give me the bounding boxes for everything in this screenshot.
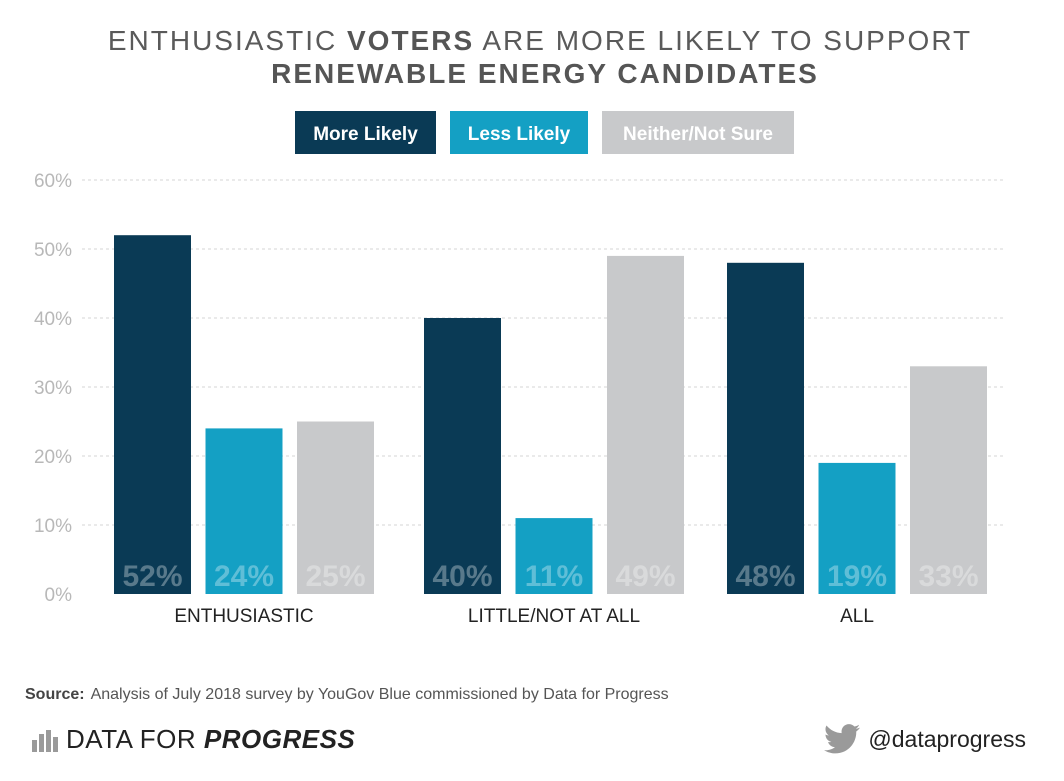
legend-swatch-3 — [602, 111, 794, 154]
handle-text: @dataprogress — [868, 725, 1026, 752]
bar — [515, 518, 593, 594]
legend-label-3: Neither/Not Sure — [623, 124, 773, 145]
legend-label-1: More Likely — [313, 124, 418, 145]
twitter-handle: @dataprogress — [824, 724, 1026, 754]
source-note: Source: Analysis of July 2018 survey by Y… — [25, 686, 669, 704]
legend-swatch-1 — [295, 111, 436, 154]
bar-value-label: 52% — [122, 560, 182, 593]
brand: DATA FOR PROGRESS — [32, 724, 355, 755]
y-tick-label: 20% — [34, 447, 72, 468]
bar — [297, 421, 374, 594]
y-tick-label: 30% — [34, 378, 72, 399]
bar-value-label: 25% — [305, 560, 365, 593]
bars: 52% 24% 25% 40% 11% 49% 48% 19% 33% — [114, 235, 987, 594]
bar-value-label: 11% — [525, 560, 583, 593]
source-label: Source: — [25, 686, 85, 703]
bar-value-label: 40% — [432, 560, 492, 593]
legend-label-2: Less Likely — [468, 124, 571, 145]
chart: ENTHUSIASTIC VOTERS ARE MORE LIKELY TO S… — [34, 25, 1006, 627]
y-tick-label: 60% — [34, 171, 72, 192]
y-tick-label: 0% — [45, 585, 73, 606]
x-category-label: LITTLE/NOT AT ALL — [468, 606, 640, 627]
bar — [424, 318, 501, 594]
y-tick-label: 50% — [34, 240, 72, 261]
y-tick-label: 40% — [34, 309, 72, 330]
bar — [114, 235, 191, 594]
x-axis: ENTHUSIASTIC LITTLE/NOT AT ALL ALL — [174, 606, 874, 627]
bar — [727, 262, 804, 594]
bar-value-label: 49% — [615, 560, 675, 593]
bar-value-label: 19% — [827, 560, 887, 593]
bar — [607, 255, 684, 594]
y-tick-label: 10% — [34, 516, 72, 537]
legend-swatch-2 — [450, 111, 588, 154]
y-axis: 0% 10% 20% 30% 40% 50% 60% — [34, 171, 72, 606]
x-category-label: ALL — [840, 606, 874, 627]
legend: More Likely Less Likely Neither/Not Sure — [295, 111, 794, 154]
bar — [818, 462, 896, 594]
bar — [205, 428, 283, 594]
bar-chart-logo-icon — [32, 729, 58, 752]
bar — [910, 366, 987, 594]
bar-value-label: 33% — [918, 560, 978, 593]
source-text: Analysis of July 2018 survey by YouGov B… — [90, 686, 669, 703]
chart-title-line-1: ENTHUSIASTIC VOTERS ARE MORE LIKELY TO S… — [108, 25, 972, 56]
chart-title-line-2: RENEWABLE ENERGY CANDIDATES — [271, 58, 819, 89]
bar-value-label: 24% — [214, 560, 274, 593]
bar-value-label: 48% — [735, 560, 795, 593]
twitter-bird-icon — [824, 724, 861, 754]
x-category-label: ENTHUSIASTIC — [174, 606, 313, 627]
brand-name: DATA FOR PROGRESS — [66, 724, 356, 754]
